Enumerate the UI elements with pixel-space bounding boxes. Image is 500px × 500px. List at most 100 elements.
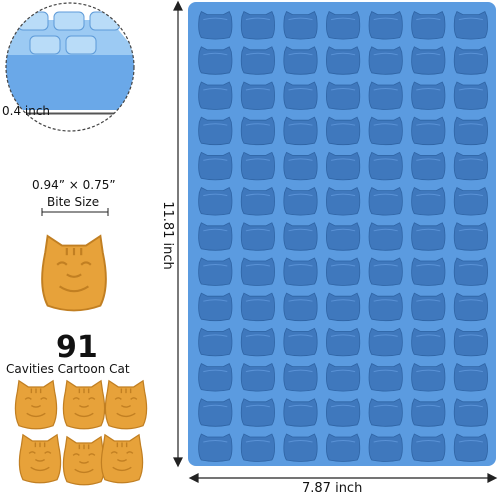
mold-cavity	[326, 398, 361, 427]
cat-candy-large	[41, 234, 107, 312]
mold-cavity	[240, 81, 275, 110]
mold-cavity	[411, 363, 446, 392]
mold-cavity	[368, 257, 403, 286]
mold-cavity	[198, 222, 233, 251]
mold-cavity	[368, 11, 403, 40]
mold-cavity	[283, 81, 318, 110]
width-label: 7.87 inch	[302, 481, 363, 496]
mold-cavity	[283, 151, 318, 181]
mold-cavity	[368, 222, 403, 251]
mold-cavity	[283, 398, 318, 427]
bite-size-label: Bite Size	[47, 195, 100, 209]
mold-cavity	[326, 327, 361, 357]
mold-cavity	[411, 222, 446, 251]
mold-cavity	[240, 11, 275, 40]
mold-cavity	[283, 292, 318, 322]
zoom-cavity	[65, 35, 97, 55]
mold-cavity	[411, 81, 446, 110]
mold-cavity	[453, 433, 488, 462]
cavity-grid	[198, 11, 488, 462]
mold-cavity	[240, 257, 275, 286]
mold-cavity	[453, 222, 488, 251]
size-dimension-arrow	[41, 208, 109, 216]
mold-cavity	[368, 327, 403, 357]
mold-cavity	[326, 187, 361, 216]
mold-cavity	[368, 398, 403, 427]
height-dimension-arrow	[173, 0, 183, 468]
mold-cavity	[411, 327, 446, 357]
mold-cavity	[283, 116, 318, 146]
mold-cavity	[453, 398, 488, 427]
mold-cavity	[453, 46, 488, 75]
mold-cavity	[198, 116, 233, 146]
mold-cavity	[240, 222, 275, 251]
mold-cavity	[198, 327, 233, 357]
mold-cavity	[453, 363, 488, 392]
mold-cavity	[368, 292, 403, 322]
mold-cavity	[411, 257, 446, 286]
mold-cavity	[411, 187, 446, 216]
height-label: 11.81 inch	[159, 201, 175, 270]
mold-cavity	[368, 46, 403, 75]
mold-cavity	[411, 151, 446, 181]
mold-cavity	[411, 398, 446, 427]
mold-cavity	[453, 11, 488, 40]
mold-cavity	[368, 433, 403, 462]
mold-cavity	[240, 116, 275, 146]
mold-cavity	[326, 11, 361, 40]
cavity-description: Cavities Cartoon Cat	[6, 362, 130, 376]
mold-cavity	[198, 398, 233, 427]
mold-cavity	[283, 433, 318, 462]
mold-cavity	[240, 151, 275, 181]
mold-cavity	[453, 116, 488, 146]
size-label: 0.94” × 0.75”	[32, 178, 116, 192]
mold-cavity	[368, 151, 403, 181]
mold-cavity	[453, 327, 488, 357]
cavity-count: 91	[56, 330, 98, 365]
depth-label: 0.4 inch	[2, 104, 51, 118]
mold-cavity	[240, 46, 275, 75]
silicone-mold	[188, 2, 496, 466]
zoom-cavity	[53, 11, 85, 31]
mold-cavity	[283, 363, 318, 392]
mold-cavity	[198, 187, 233, 216]
mold-cavity	[411, 292, 446, 322]
mold-cavity	[283, 11, 318, 40]
cat-candy	[62, 435, 106, 486]
mold-cavity	[411, 46, 446, 75]
mold-cavity	[240, 292, 275, 322]
mold-cavity	[453, 81, 488, 110]
width-dimension-arrow	[188, 473, 498, 483]
mold-cavity	[283, 187, 318, 216]
mold-cavity	[240, 187, 275, 216]
mold-cavity	[326, 81, 361, 110]
mold-cavity	[283, 327, 318, 357]
mold-cavity	[198, 363, 233, 392]
mold-cavity	[326, 292, 361, 322]
mold-cavity	[368, 363, 403, 392]
mold-cavity	[453, 151, 488, 181]
cat-candy	[62, 379, 106, 430]
mold-cavity	[453, 257, 488, 286]
mold-cavity	[198, 151, 233, 181]
mold-cavity	[326, 222, 361, 251]
mold-cavity	[240, 363, 275, 392]
mold-cavity	[326, 116, 361, 146]
mold-cavity	[411, 116, 446, 146]
mold-cavity	[411, 433, 446, 462]
mold-cavity	[326, 433, 361, 462]
cat-candy-group	[14, 379, 148, 486]
mold-cavity	[240, 327, 275, 357]
mold-cavity	[411, 11, 446, 40]
cat-candy	[100, 433, 144, 484]
mold-cavity	[198, 292, 233, 322]
cat-candy	[14, 379, 58, 430]
mold-cavity	[453, 187, 488, 216]
mold-cavity	[198, 46, 233, 75]
mold-cavity	[326, 257, 361, 286]
mold-cavity	[368, 116, 403, 146]
zoom-cavity	[29, 35, 61, 55]
mold-cavity	[240, 433, 275, 462]
mold-cavity	[283, 222, 318, 251]
